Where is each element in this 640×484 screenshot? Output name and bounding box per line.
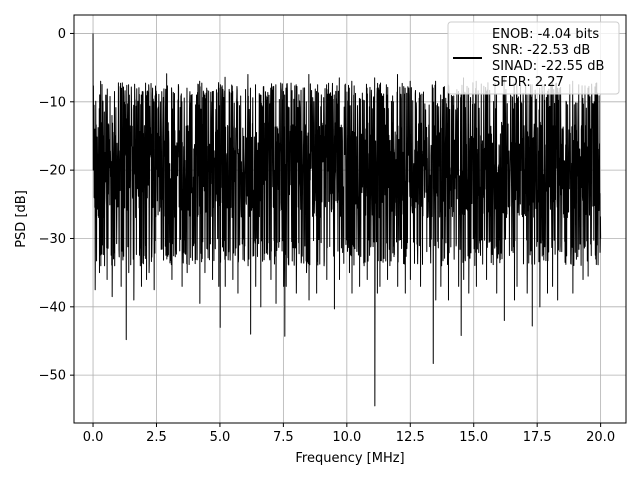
- y-axis-label: PSD [dB]: [14, 190, 29, 248]
- legend-box: [447, 21, 620, 95]
- y-tick-label: −50: [39, 369, 66, 384]
- x-tick-label: 12.5: [396, 430, 425, 445]
- y-tick-label: −10: [39, 95, 66, 110]
- x-tick-label: 17.5: [523, 430, 552, 445]
- psd-trace: [92, 33, 602, 407]
- y-tick-label: −20: [39, 164, 66, 179]
- legend-sfdr: SFDR: 2.27: [492, 75, 564, 90]
- legend-sinad: SINAD: -22.55 dB: [492, 59, 604, 74]
- legend-snr: SNR: -22.53 dB: [492, 43, 590, 58]
- axis-ticks: 0.0 2.5 5.0 7.5 10.0 12.5 15.0 17.5 20.0 0 −10 −20 −…: [39, 27, 616, 445]
- x-axis-label: Frequency [MHz]: [295, 451, 404, 466]
- x-tick-label: 2.5: [146, 430, 167, 445]
- x-tick-label: 15.0: [459, 430, 488, 445]
- y-tick-label: −30: [39, 232, 66, 247]
- x-tick-label: 10.0: [332, 430, 361, 445]
- legend-enob: ENOB: -4.04 bits: [492, 27, 599, 42]
- plot-area: [92, 33, 602, 407]
- x-tick-label: 20.0: [586, 430, 615, 445]
- axes-frame: [73, 14, 627, 424]
- x-tick-label: 0.0: [83, 430, 104, 445]
- y-tick-label: 0: [58, 27, 66, 42]
- x-tick-label: 7.5: [273, 430, 294, 445]
- y-tick-label: −40: [39, 300, 66, 315]
- x-tick-label: 5.0: [210, 430, 231, 445]
- legend: ENOB: -4.04 bits SNR: -22.53 dB SINAD: -…: [447, 21, 620, 95]
